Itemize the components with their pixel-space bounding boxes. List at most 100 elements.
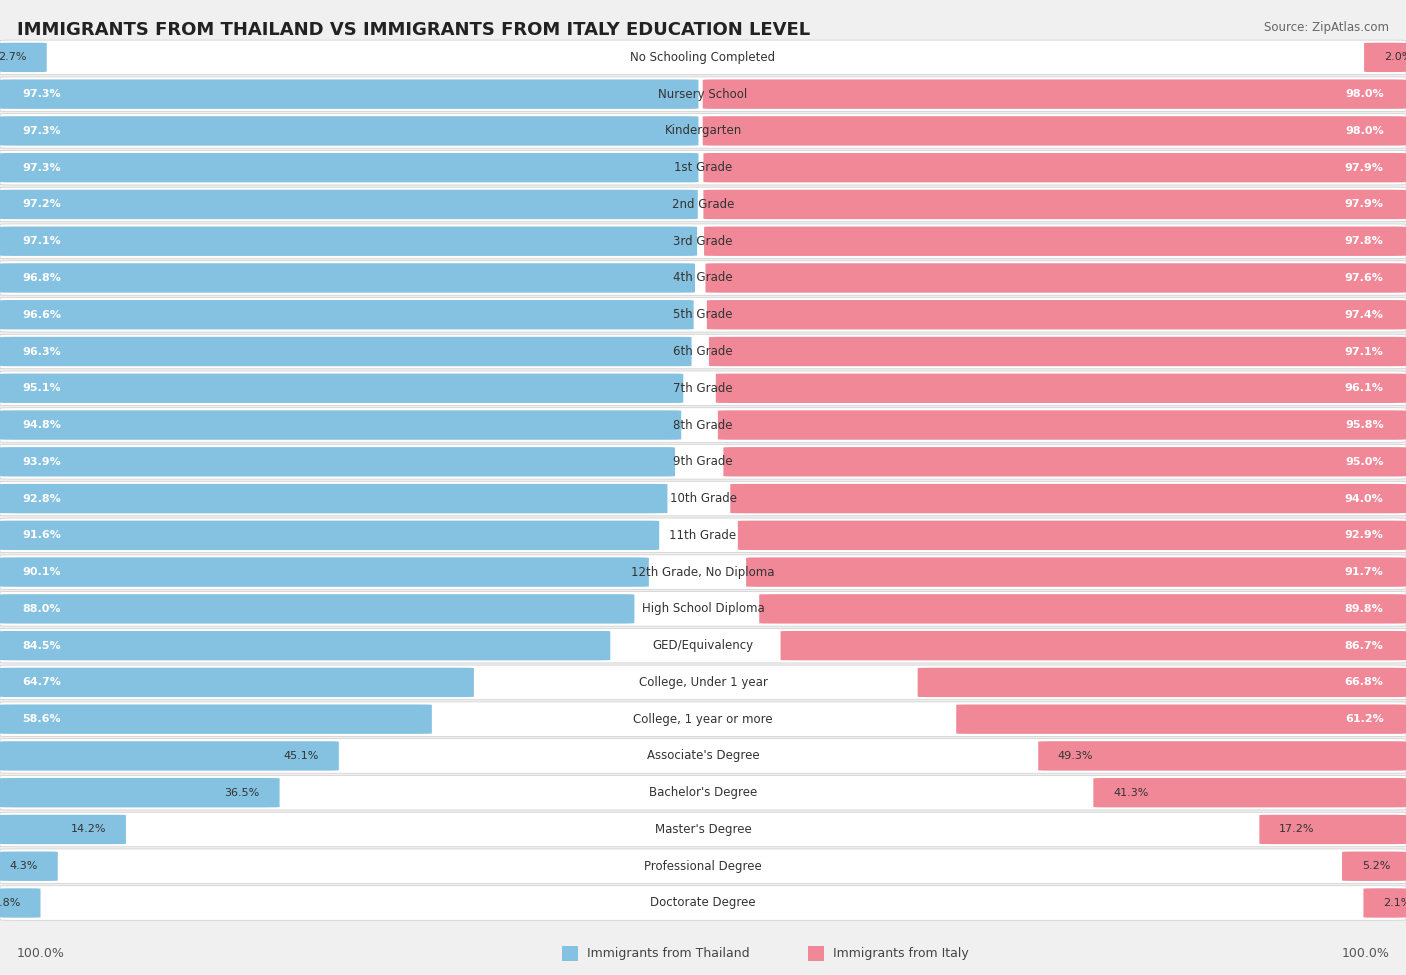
Text: 7th Grade: 7th Grade bbox=[673, 382, 733, 395]
FancyBboxPatch shape bbox=[1364, 43, 1406, 72]
FancyBboxPatch shape bbox=[1364, 888, 1406, 917]
FancyBboxPatch shape bbox=[730, 484, 1406, 513]
FancyBboxPatch shape bbox=[0, 484, 668, 513]
Text: 8th Grade: 8th Grade bbox=[673, 418, 733, 432]
FancyBboxPatch shape bbox=[0, 77, 1406, 111]
Text: 97.1%: 97.1% bbox=[22, 236, 62, 247]
FancyBboxPatch shape bbox=[780, 631, 1406, 660]
Text: 58.6%: 58.6% bbox=[22, 714, 60, 724]
Text: 11th Grade: 11th Grade bbox=[669, 528, 737, 542]
Text: 3rd Grade: 3rd Grade bbox=[673, 235, 733, 248]
FancyBboxPatch shape bbox=[0, 260, 1406, 295]
FancyBboxPatch shape bbox=[0, 631, 610, 660]
Text: 100.0%: 100.0% bbox=[1341, 947, 1389, 960]
FancyBboxPatch shape bbox=[0, 739, 1406, 773]
Text: 97.9%: 97.9% bbox=[1344, 163, 1384, 173]
FancyBboxPatch shape bbox=[716, 373, 1406, 403]
FancyBboxPatch shape bbox=[0, 778, 280, 807]
FancyBboxPatch shape bbox=[707, 300, 1406, 330]
Text: 97.3%: 97.3% bbox=[22, 163, 60, 173]
Text: 64.7%: 64.7% bbox=[22, 678, 62, 687]
FancyBboxPatch shape bbox=[0, 628, 1406, 663]
Text: 97.1%: 97.1% bbox=[1344, 346, 1384, 357]
FancyBboxPatch shape bbox=[0, 153, 699, 182]
FancyBboxPatch shape bbox=[0, 518, 1406, 553]
FancyBboxPatch shape bbox=[0, 555, 1406, 589]
FancyBboxPatch shape bbox=[1260, 815, 1406, 844]
FancyBboxPatch shape bbox=[0, 410, 682, 440]
Text: 96.6%: 96.6% bbox=[22, 310, 62, 320]
FancyBboxPatch shape bbox=[0, 812, 1406, 846]
Text: 93.9%: 93.9% bbox=[22, 457, 62, 467]
FancyBboxPatch shape bbox=[0, 815, 127, 844]
FancyBboxPatch shape bbox=[0, 187, 1406, 221]
Text: 98.0%: 98.0% bbox=[1346, 89, 1384, 99]
Text: Kindergarten: Kindergarten bbox=[665, 125, 741, 137]
FancyBboxPatch shape bbox=[0, 482, 1406, 516]
FancyBboxPatch shape bbox=[0, 40, 1406, 75]
Text: 66.8%: 66.8% bbox=[1344, 678, 1384, 687]
Text: 95.1%: 95.1% bbox=[22, 383, 60, 393]
Text: No Schooling Completed: No Schooling Completed bbox=[630, 51, 776, 64]
Text: Nursery School: Nursery School bbox=[658, 88, 748, 100]
FancyBboxPatch shape bbox=[0, 79, 699, 109]
FancyBboxPatch shape bbox=[703, 153, 1406, 182]
FancyBboxPatch shape bbox=[0, 114, 1406, 148]
FancyBboxPatch shape bbox=[0, 702, 1406, 736]
FancyBboxPatch shape bbox=[0, 775, 1406, 810]
Text: 97.9%: 97.9% bbox=[1344, 200, 1384, 210]
Text: 86.7%: 86.7% bbox=[1344, 641, 1384, 650]
FancyBboxPatch shape bbox=[0, 445, 1406, 479]
FancyBboxPatch shape bbox=[0, 190, 697, 219]
Text: Professional Degree: Professional Degree bbox=[644, 860, 762, 873]
Text: Doctorate Degree: Doctorate Degree bbox=[650, 896, 756, 910]
FancyBboxPatch shape bbox=[0, 116, 699, 145]
FancyBboxPatch shape bbox=[0, 297, 1406, 332]
Text: 84.5%: 84.5% bbox=[22, 641, 60, 650]
Text: 2.0%: 2.0% bbox=[1384, 53, 1406, 62]
FancyBboxPatch shape bbox=[0, 521, 659, 550]
Text: 41.3%: 41.3% bbox=[1114, 788, 1149, 798]
Text: 91.6%: 91.6% bbox=[22, 530, 62, 540]
Text: 5.2%: 5.2% bbox=[1362, 861, 1391, 872]
Text: 97.3%: 97.3% bbox=[22, 126, 60, 136]
Text: Source: ZipAtlas.com: Source: ZipAtlas.com bbox=[1264, 21, 1389, 34]
FancyBboxPatch shape bbox=[747, 558, 1406, 587]
Text: 91.7%: 91.7% bbox=[1344, 567, 1384, 577]
FancyBboxPatch shape bbox=[0, 592, 1406, 626]
Text: 10th Grade: 10th Grade bbox=[669, 492, 737, 505]
Text: 94.0%: 94.0% bbox=[1344, 493, 1384, 503]
Text: 97.4%: 97.4% bbox=[1344, 310, 1384, 320]
FancyBboxPatch shape bbox=[1038, 741, 1406, 770]
Text: 49.3%: 49.3% bbox=[1057, 751, 1094, 760]
FancyBboxPatch shape bbox=[0, 371, 1406, 406]
Text: Associate's Degree: Associate's Degree bbox=[647, 750, 759, 762]
FancyBboxPatch shape bbox=[0, 558, 648, 587]
FancyBboxPatch shape bbox=[0, 373, 683, 403]
Text: 97.6%: 97.6% bbox=[1344, 273, 1384, 283]
FancyBboxPatch shape bbox=[0, 150, 1406, 185]
FancyBboxPatch shape bbox=[706, 263, 1406, 292]
Text: 95.8%: 95.8% bbox=[1346, 420, 1384, 430]
FancyBboxPatch shape bbox=[718, 410, 1406, 440]
Text: 2.1%: 2.1% bbox=[1384, 898, 1406, 908]
Text: Immigrants from Italy: Immigrants from Italy bbox=[832, 947, 969, 960]
FancyBboxPatch shape bbox=[0, 300, 693, 330]
Text: High School Diploma: High School Diploma bbox=[641, 603, 765, 615]
Text: Master's Degree: Master's Degree bbox=[655, 823, 751, 836]
Text: College, Under 1 year: College, Under 1 year bbox=[638, 676, 768, 689]
Text: 45.1%: 45.1% bbox=[284, 751, 319, 760]
Text: 14.2%: 14.2% bbox=[70, 825, 107, 835]
Text: 97.2%: 97.2% bbox=[22, 200, 62, 210]
FancyBboxPatch shape bbox=[0, 334, 1406, 369]
FancyBboxPatch shape bbox=[759, 594, 1406, 624]
Text: 92.8%: 92.8% bbox=[22, 493, 62, 503]
Text: 17.2%: 17.2% bbox=[1279, 825, 1315, 835]
Text: 9th Grade: 9th Grade bbox=[673, 455, 733, 468]
Text: IMMIGRANTS FROM THAILAND VS IMMIGRANTS FROM ITALY EDUCATION LEVEL: IMMIGRANTS FROM THAILAND VS IMMIGRANTS F… bbox=[17, 21, 810, 39]
Text: 4.3%: 4.3% bbox=[10, 861, 38, 872]
Text: 4th Grade: 4th Grade bbox=[673, 271, 733, 285]
FancyBboxPatch shape bbox=[0, 885, 1406, 920]
FancyBboxPatch shape bbox=[703, 116, 1406, 145]
FancyBboxPatch shape bbox=[0, 851, 58, 881]
